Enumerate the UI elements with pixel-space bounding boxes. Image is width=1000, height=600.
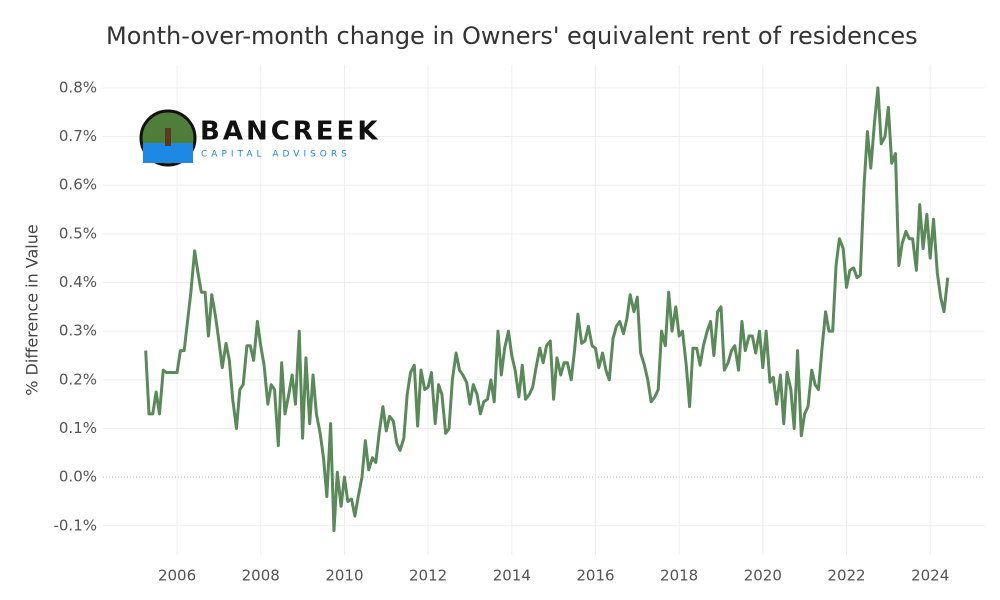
logo-name: BANCREEK [200,117,380,147]
x-tick-label: 2016 [576,567,614,585]
x-tick-label: 2024 [911,567,949,585]
y-axis-title: % Difference in Value [23,224,42,395]
x-tick-label: 2014 [493,567,531,585]
y-tick-label: 0.2% [59,370,97,388]
chart-title: Month-over-month change in Owners' equiv… [106,22,918,50]
y-tick-label: 0.6% [59,176,97,194]
logo-tagline: CAPITAL ADVISORS [201,150,351,160]
x-tick-label: 2020 [744,567,782,585]
y-tick-label: 0.5% [59,224,97,242]
y-tick-label: 0.3% [59,322,97,340]
y-tick-label: 0.0% [59,468,97,486]
logo-water [143,143,193,163]
x-tick-label: 2006 [158,567,196,585]
x-tick-label: 2008 [242,567,280,585]
data-line [144,86,950,533]
x-tick-label: 2012 [409,567,447,585]
y-tick-label: 0.8% [59,78,97,96]
x-tick-label: 2022 [827,567,865,585]
y-tick-label: 0.7% [59,127,97,145]
x-tick-label: 2010 [325,567,363,585]
logo: BANCREEK CAPITAL ADVISORS [139,109,380,167]
y-tick-label: 0.1% [59,419,97,437]
y-tick-label: 0.4% [59,273,97,291]
x-tick-label: 2018 [660,567,698,585]
logo-trunk [165,128,171,146]
y-tick-label: -0.1% [53,516,97,534]
